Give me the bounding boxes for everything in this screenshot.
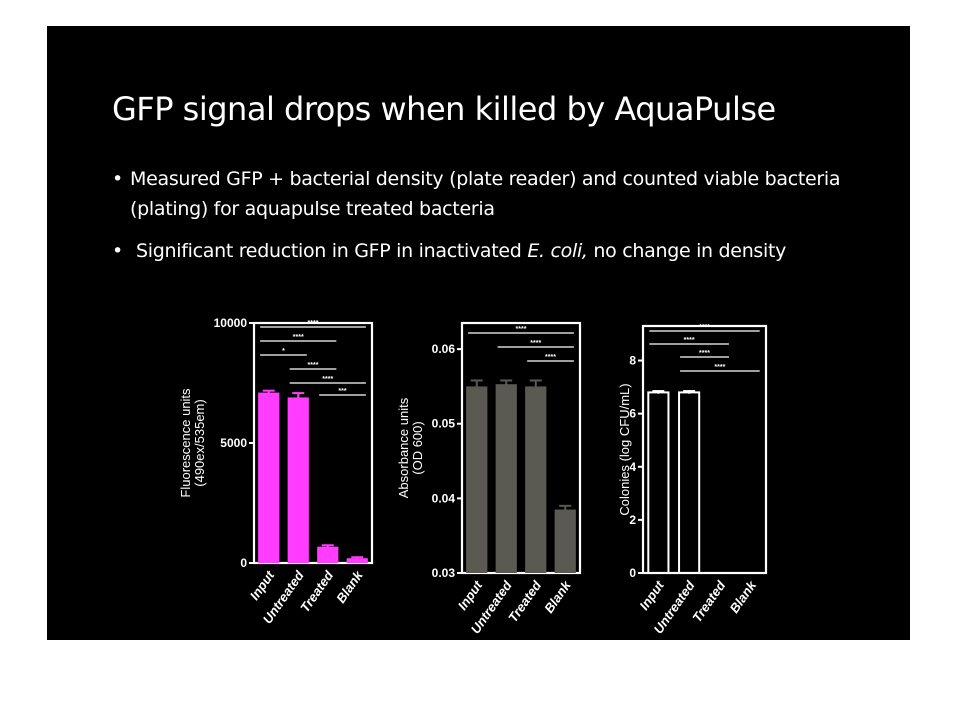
plot-frame [460, 321, 582, 575]
y-tick-label: 0.06 [432, 342, 456, 356]
y-tick-label: 0.04 [432, 491, 456, 505]
bullet-dot: • [112, 240, 123, 262]
bullet-text-before: Significant reduction in GFP in inactiva… [136, 240, 528, 262]
bullet-item: • Significant reduction in GFP in inacti… [112, 236, 892, 266]
y-axis-label: Absorbance units [396, 397, 411, 498]
significance-label: **** [322, 376, 333, 383]
bar [466, 386, 488, 573]
plot-frame [641, 324, 768, 575]
bullet-list: • Measured GFP + bacterial density (plat… [112, 164, 892, 278]
bar [287, 397, 309, 563]
y-tick-label: 2 [629, 513, 636, 527]
y-tick-label: 0 [629, 566, 636, 580]
significance-label: **** [699, 350, 710, 357]
bullet-text-after: no change in density [587, 240, 787, 262]
y-tick-label: 5000 [220, 436, 247, 450]
y-tick-label: 8 [629, 354, 636, 368]
significance-label: **** [714, 364, 725, 371]
x-tick-label: Blank [333, 567, 366, 605]
x-tick-label: Input [636, 578, 667, 613]
significance-label: **** [516, 326, 527, 333]
significance-label: **** [293, 334, 304, 341]
y-axis-label: Fluorescence units [178, 388, 193, 498]
x-tick-label: Treated [689, 577, 729, 625]
significance-label: **** [684, 337, 695, 344]
x-tick-label: Blank [541, 577, 574, 615]
significance-label: **** [308, 362, 319, 369]
y-tick-label: 0.05 [432, 417, 456, 431]
bullet-text-italic: E. coli, [527, 240, 588, 262]
y-tick-label: 6 [629, 407, 636, 421]
significance-label: *** [338, 388, 346, 395]
bar [647, 391, 670, 575]
bar [554, 509, 576, 573]
slide-title: GFP signal drops when killed by AquaPuls… [112, 90, 776, 128]
y-axis-label: Colonies (log CFU/mL) [617, 383, 632, 515]
bar [495, 384, 517, 573]
bullet-item: • Measured GFP + bacterial density (plat… [112, 164, 892, 224]
significance-label: * [282, 348, 285, 355]
significance-label: **** [699, 324, 710, 331]
bullet-text: Measured GFP + bacterial density (plate … [130, 168, 841, 220]
x-tick-label: Blank [726, 577, 759, 615]
significance-label: **** [530, 340, 541, 347]
bullet-dot: • [112, 168, 123, 190]
y-tick-label: 0.03 [432, 566, 456, 580]
bar [317, 546, 339, 563]
significance-label: **** [308, 320, 319, 327]
y-tick-label: 0 [240, 556, 247, 570]
bar [678, 391, 701, 575]
y-tick-label: 10000 [214, 316, 248, 330]
bar [258, 392, 280, 563]
y-tick-label: 4 [629, 460, 636, 474]
y-axis-label: (490ex/535em) [192, 399, 207, 486]
bar [346, 558, 368, 563]
significance-label: **** [545, 354, 556, 361]
y-axis-label: (OD 600) [410, 421, 425, 474]
bar [525, 386, 547, 573]
